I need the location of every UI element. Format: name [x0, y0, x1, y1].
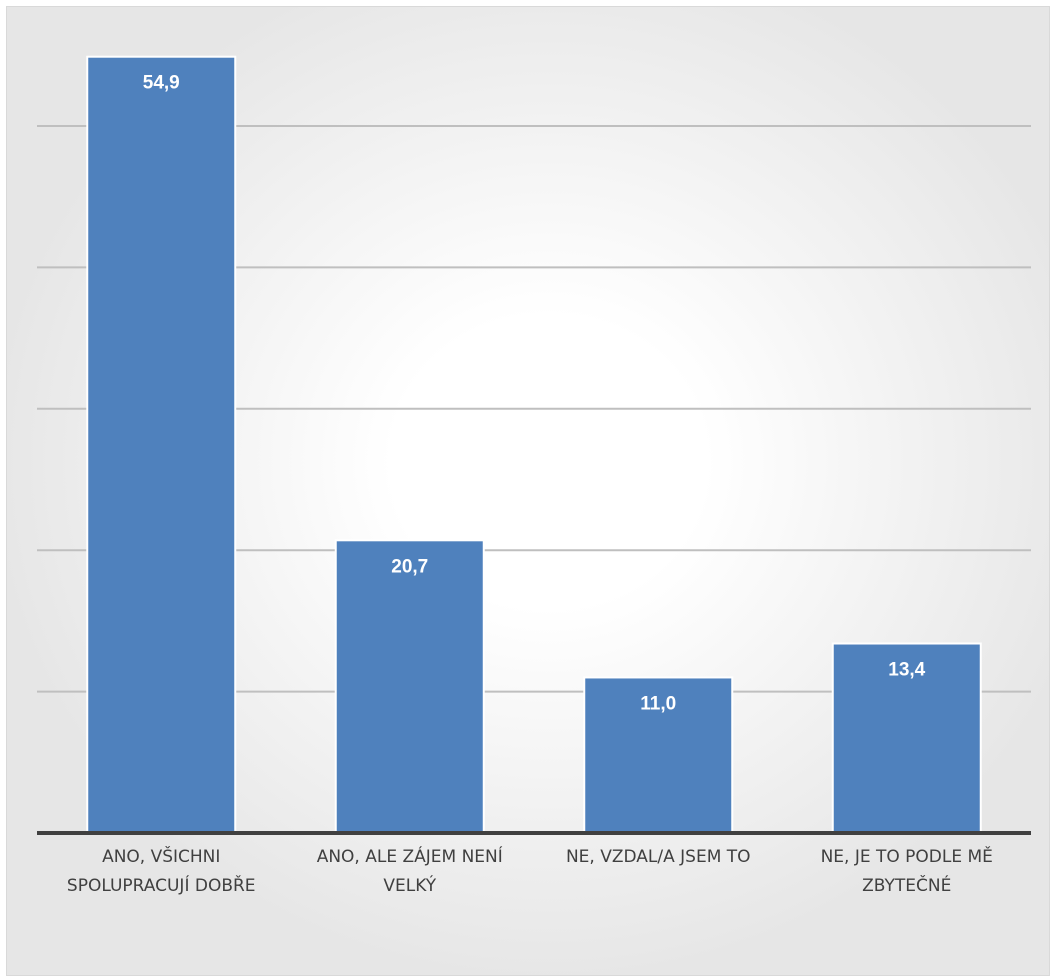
bar-2 [334, 539, 485, 834]
category-label-line: ZBYTEČNÉ [862, 874, 951, 896]
category-label-2: ANO, ALE ZÁJEM NENÍ VELKÝ [317, 845, 503, 896]
bar-1 [86, 55, 237, 835]
category-label-line: ANO, VŠICHNI [102, 845, 220, 867]
category-label-line: NE, VZDAL/A JSEM TO [566, 847, 751, 867]
category-label-3: NE, VZDAL/A JSEM TO [566, 847, 751, 867]
category-label-1: ANO, VŠICHNI SPOLUPRACUJÍ DOBŘE [67, 845, 256, 896]
category-labels: ANO, VŠICHNI SPOLUPRACUJÍ DOBŘE ANO, ALE Z… [67, 845, 993, 896]
category-label-line: SPOLUPRACUJÍ DOBŘE [67, 874, 256, 896]
data-label-4: 13,4 [888, 660, 925, 681]
data-label-2: 20,7 [391, 556, 428, 577]
bar-3 [583, 676, 734, 835]
category-label-line: NE, JE TO PODLE MĚ [821, 845, 993, 867]
data-label-1: 54,9 [143, 73, 180, 94]
data-labels: 54,9 20,7 11,0 13,4 [143, 73, 926, 715]
bars [86, 55, 982, 835]
category-label-4: NE, JE TO PODLE MĚ ZBYTEČNÉ [821, 845, 993, 896]
category-label-line: VELKÝ [383, 874, 436, 896]
category-label-line: ANO, ALE ZÁJEM NENÍ [317, 845, 503, 867]
chart-area: 54,9 20,7 11,0 13,4 ANO, VŠICHNI SPOLUPRACUJ… [6, 6, 1050, 976]
bar-chart: 54,9 20,7 11,0 13,4 ANO, VŠICHNI SPOLUPRACUJ… [37, 55, 1031, 896]
data-label-3: 11,0 [640, 693, 676, 714]
